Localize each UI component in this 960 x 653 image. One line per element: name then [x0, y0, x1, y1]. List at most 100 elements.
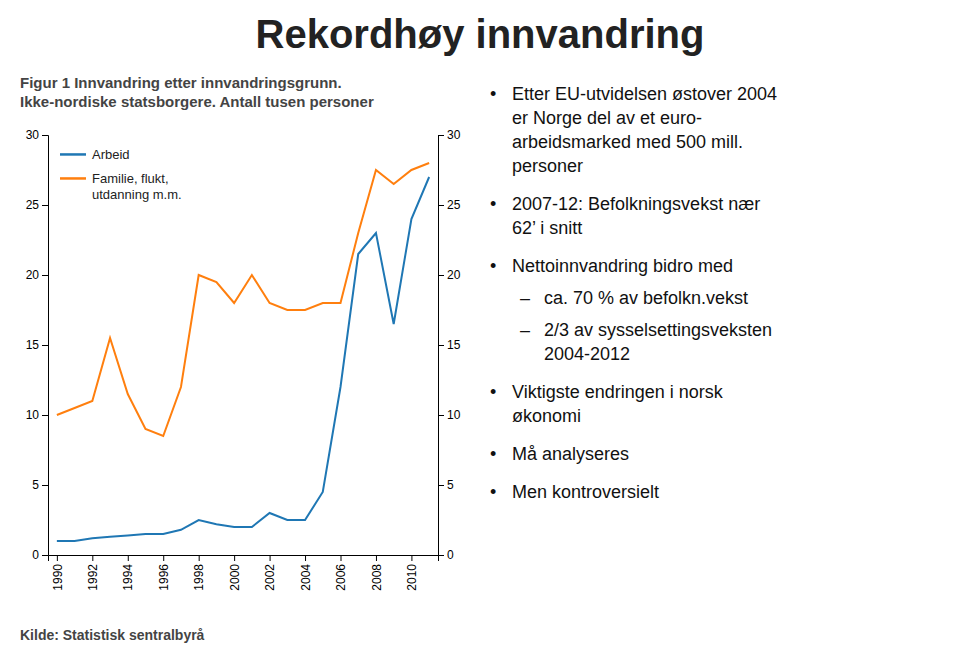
- tick-label: 5: [447, 478, 454, 492]
- text-line: utdanning m.m.: [92, 187, 182, 202]
- tick-label: 10: [26, 408, 40, 422]
- tick-mark: [42, 415, 48, 416]
- annotation: • Men kontroversielt: [490, 482, 659, 502]
- tick-mark: [341, 555, 342, 561]
- subtitle: Ikke-nordiske statsborgere. Antall tusen…: [20, 93, 374, 110]
- tick-mark: [163, 555, 164, 561]
- tick-mark: [128, 555, 129, 561]
- tick-mark: [42, 135, 48, 136]
- line: [57, 163, 429, 436]
- annotation: •Etter EU-utvidelsen østover 2004er Norg…: [490, 84, 777, 176]
- axis-line: [42, 136, 49, 556]
- tick-label: 5: [32, 478, 39, 492]
- tick-label: 30: [26, 128, 40, 142]
- tick: 0: [32, 548, 48, 562]
- tick-mark: [57, 555, 58, 561]
- tick-label: 0: [32, 548, 39, 562]
- tick-mark: [438, 485, 444, 486]
- tick-mark: [42, 485, 48, 486]
- tick-mark: [438, 415, 444, 416]
- text-line: økonomi: [512, 406, 581, 426]
- tick-label: 1992: [86, 564, 100, 591]
- text-line: Viktigste endringen i norsk: [512, 382, 724, 402]
- text-line: Må analyseres: [512, 444, 629, 464]
- tick-mark: [438, 135, 444, 136]
- tick: 0: [438, 548, 454, 562]
- tick: 15: [438, 338, 461, 352]
- subtitle: Figur 1 Innvandring etter innvandringsgr…: [20, 74, 342, 91]
- tick-label: 10: [447, 408, 461, 422]
- annotation: –2/3 av sysselsettingsveksten 2004-2012: [520, 320, 772, 364]
- text-line: er Norge del av et euro-: [512, 108, 702, 128]
- tick-mark: [42, 345, 48, 346]
- tick: 1996: [157, 555, 171, 591]
- text-line: –: [520, 320, 530, 340]
- tick: 30: [26, 128, 48, 142]
- tick-mark: [305, 555, 306, 561]
- tick: 25: [26, 198, 48, 212]
- tick-label: 30: [447, 128, 461, 142]
- tick: 10: [438, 408, 461, 422]
- text-line: Netto​innvandring bidro med: [512, 256, 733, 276]
- tick-mark: [438, 205, 444, 206]
- tick: 25: [438, 198, 461, 212]
- tick-label: 1990: [51, 564, 65, 591]
- tick-label: 2002: [263, 564, 277, 591]
- tick-label: 15: [447, 338, 461, 352]
- tick: 2010: [405, 555, 419, 591]
- tick-mark: [411, 555, 412, 561]
- tick-mark: [92, 555, 93, 561]
- text-line: 2004-2012: [544, 344, 630, 364]
- tick-mark: [42, 555, 48, 556]
- text-line: Familie, flukt,: [92, 171, 169, 186]
- text-line: arbeidsmarked med 500 mill.: [512, 132, 743, 152]
- tick-mark: [270, 555, 271, 561]
- tick-label: 25: [26, 198, 40, 212]
- legend-swatch: [60, 153, 86, 156]
- tick-mark: [376, 555, 377, 561]
- tick-mark: [234, 555, 235, 561]
- tick-mark: [438, 555, 444, 556]
- legend-label: Familie, flukt,utdanning m.m.: [92, 171, 182, 202]
- tick-label: 20: [26, 268, 40, 282]
- tick-mark: [42, 275, 48, 276]
- tick: 2000: [228, 555, 242, 591]
- source: Kilde: Statistisk sentralbyrå: [20, 627, 205, 643]
- tick-mark: [438, 275, 444, 276]
- legend-item: Arbeid: [60, 147, 130, 162]
- text-line: –: [520, 288, 530, 308]
- axis-line: [439, 136, 445, 556]
- tick: 20: [26, 268, 48, 282]
- text-line: 62’ i snitt: [512, 218, 582, 238]
- tick: 20: [438, 268, 461, 282]
- tick: 15: [26, 338, 48, 352]
- text-line: Arbeid: [92, 147, 130, 162]
- tick-label: 0: [447, 548, 454, 562]
- axis-line: [49, 556, 439, 562]
- x-axis: 1990 1992 1994 1996 1998 2000 2002 2004 2006 2008…: [49, 555, 439, 591]
- tick-label: 1998: [192, 564, 206, 591]
- tick: 2002: [263, 555, 277, 591]
- text-line: •: [490, 444, 496, 464]
- tick-label: 20: [447, 268, 461, 282]
- tick: 2004: [299, 555, 313, 591]
- plot-area: [57, 163, 429, 541]
- tick-label: 2010: [405, 564, 419, 591]
- tick: 2008: [370, 555, 384, 591]
- y-axis: 0 5 10 15 20 25 30: [26, 128, 49, 562]
- text-line: Etter EU-utvidelsen østover 2004: [512, 84, 777, 104]
- text-line: Men kontroversielt: [512, 482, 659, 502]
- tick: 2006: [334, 555, 348, 591]
- legend-swatch: [60, 177, 86, 180]
- tick: 1992: [86, 555, 100, 591]
- tick-label: 2004: [299, 564, 313, 591]
- text-line: 2/3 av sysselsettingsveksten: [544, 320, 772, 340]
- tick-mark: [199, 555, 200, 561]
- text-line: 2007-12: Befolkningsvekst nær: [512, 194, 760, 214]
- tick-label: 1994: [121, 564, 135, 591]
- annotation: •2007-12: Befolkningsvekst nær62’ i snit…: [490, 194, 760, 238]
- tick: 30: [438, 128, 461, 142]
- text-line: •: [490, 482, 496, 502]
- title: Rekordhøy innvandring: [256, 12, 705, 56]
- tick-label: 2008: [370, 564, 384, 591]
